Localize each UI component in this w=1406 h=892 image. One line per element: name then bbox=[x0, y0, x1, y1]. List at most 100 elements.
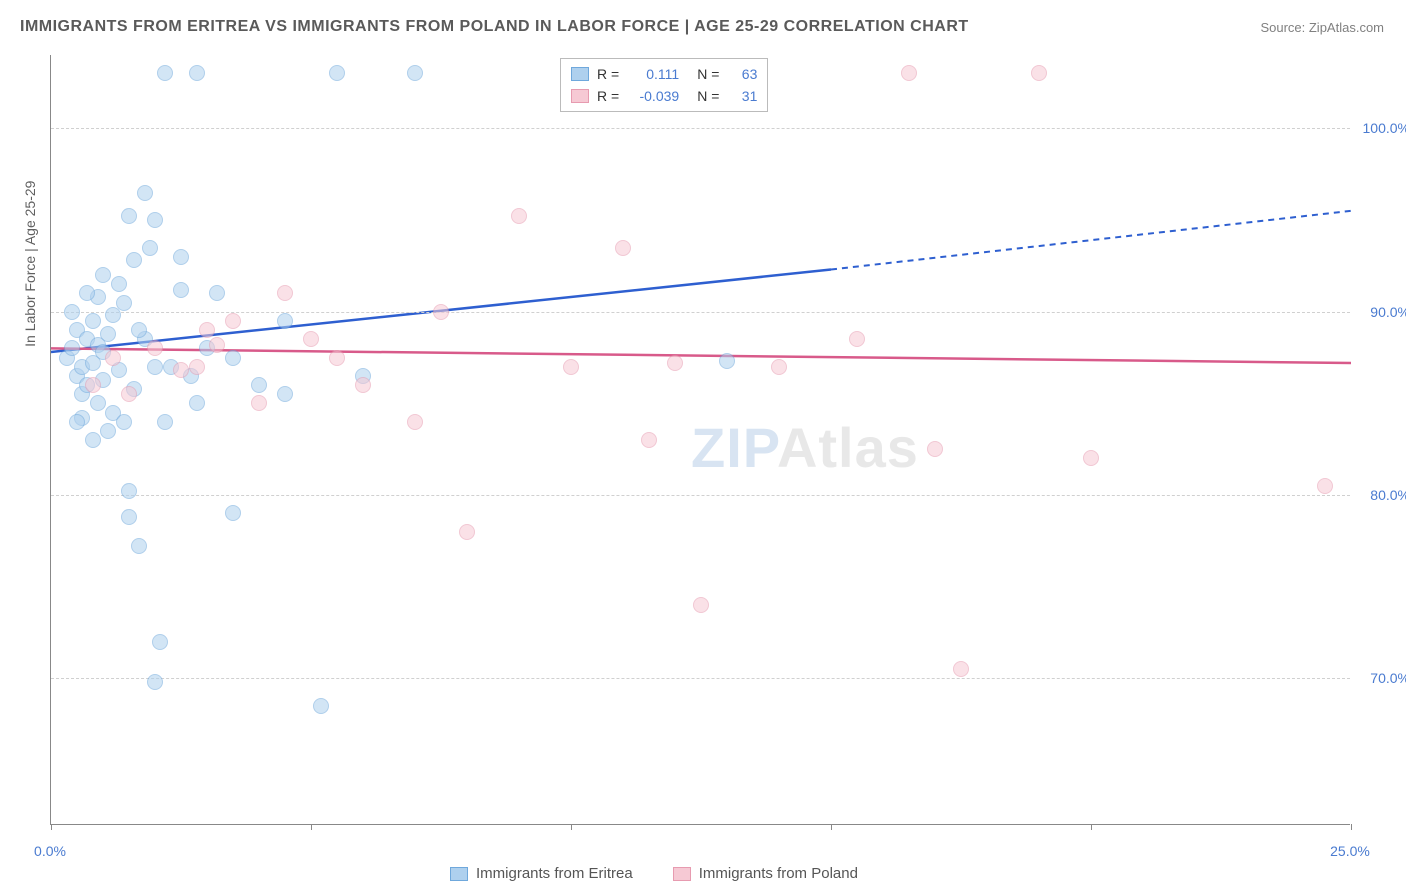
data-point bbox=[1083, 450, 1099, 466]
data-point bbox=[157, 414, 173, 430]
legend-stat-row: R = 0.111 N = 63 bbox=[571, 63, 757, 85]
data-point bbox=[563, 359, 579, 375]
data-point bbox=[199, 322, 215, 338]
legend-swatch bbox=[450, 867, 468, 881]
data-point bbox=[126, 252, 142, 268]
data-point bbox=[121, 208, 137, 224]
x-tick bbox=[831, 824, 832, 830]
watermark-zip: ZIP bbox=[691, 416, 777, 479]
gridline-h bbox=[51, 678, 1350, 679]
x-tick-label: 25.0% bbox=[1330, 843, 1370, 859]
data-point bbox=[64, 304, 80, 320]
y-tick-label: 90.0% bbox=[1355, 304, 1406, 320]
data-point bbox=[511, 208, 527, 224]
data-point bbox=[225, 313, 241, 329]
x-tick bbox=[1091, 824, 1092, 830]
legend-r-value: 0.111 bbox=[627, 63, 679, 85]
gridline-h bbox=[51, 495, 1350, 496]
legend-r-label: R = bbox=[597, 63, 619, 85]
y-tick-label: 80.0% bbox=[1355, 487, 1406, 503]
data-point bbox=[116, 414, 132, 430]
data-point bbox=[147, 340, 163, 356]
trend-lines bbox=[51, 55, 1351, 825]
data-point bbox=[225, 505, 241, 521]
legend-r-value: -0.039 bbox=[627, 85, 679, 107]
data-point bbox=[142, 240, 158, 256]
data-point bbox=[105, 307, 121, 323]
data-point bbox=[100, 423, 116, 439]
data-point bbox=[64, 340, 80, 356]
data-point bbox=[927, 441, 943, 457]
chart-title: IMMIGRANTS FROM ERITREA VS IMMIGRANTS FR… bbox=[20, 18, 969, 36]
data-point bbox=[693, 597, 709, 613]
data-point bbox=[147, 212, 163, 228]
x-tick bbox=[571, 824, 572, 830]
data-point bbox=[173, 362, 189, 378]
legend-stats: R = 0.111 N = 63R = -0.039 N = 31 bbox=[560, 58, 768, 112]
data-point bbox=[329, 65, 345, 81]
data-point bbox=[85, 313, 101, 329]
chart-container: IMMIGRANTS FROM ERITREA VS IMMIGRANTS FR… bbox=[0, 0, 1406, 892]
x-tick-label: 0.0% bbox=[34, 843, 66, 859]
data-point bbox=[251, 395, 267, 411]
data-point bbox=[79, 285, 95, 301]
data-point bbox=[719, 353, 735, 369]
y-tick-label: 70.0% bbox=[1355, 670, 1406, 686]
data-point bbox=[407, 414, 423, 430]
data-point bbox=[277, 313, 293, 329]
data-point bbox=[121, 483, 137, 499]
data-point bbox=[901, 65, 917, 81]
data-point bbox=[459, 524, 475, 540]
watermark-atlas: Atlas bbox=[777, 416, 919, 479]
data-point bbox=[111, 276, 127, 292]
data-point bbox=[641, 432, 657, 448]
data-point bbox=[849, 331, 865, 347]
data-point bbox=[131, 322, 147, 338]
gridline-h bbox=[51, 312, 1350, 313]
data-point bbox=[95, 267, 111, 283]
data-point bbox=[277, 285, 293, 301]
data-point bbox=[85, 377, 101, 393]
data-point bbox=[116, 295, 132, 311]
data-point bbox=[152, 634, 168, 650]
trend-line-solid bbox=[51, 348, 1351, 363]
legend-series-item: Immigrants from Poland bbox=[673, 865, 858, 882]
legend-n-value: 63 bbox=[727, 63, 757, 85]
legend-n-label: N = bbox=[697, 85, 719, 107]
x-tick bbox=[51, 824, 52, 830]
data-point bbox=[85, 432, 101, 448]
data-point bbox=[173, 249, 189, 265]
y-axis-label: In Labor Force | Age 25-29 bbox=[22, 181, 38, 347]
legend-series-label: Immigrants from Eritrea bbox=[476, 865, 633, 882]
y-tick-label: 100.0% bbox=[1355, 120, 1406, 136]
x-tick bbox=[1351, 824, 1352, 830]
data-point bbox=[69, 414, 85, 430]
legend-n-label: N = bbox=[697, 63, 719, 85]
legend-series: Immigrants from Eritrea Immigrants from P… bbox=[450, 865, 858, 882]
data-point bbox=[137, 185, 153, 201]
data-point bbox=[209, 285, 225, 301]
data-point bbox=[173, 282, 189, 298]
legend-series-label: Immigrants from Poland bbox=[699, 865, 858, 882]
data-point bbox=[121, 386, 137, 402]
data-point bbox=[209, 337, 225, 353]
plot-area: ZIPAtlas 70.0%80.0%90.0%100.0% bbox=[50, 55, 1350, 825]
legend-stat-row: R =-0.039N =31 bbox=[571, 85, 757, 107]
data-point bbox=[407, 65, 423, 81]
legend-swatch bbox=[571, 89, 589, 103]
data-point bbox=[277, 386, 293, 402]
data-point bbox=[189, 65, 205, 81]
gridline-h bbox=[51, 128, 1350, 129]
data-point bbox=[131, 538, 147, 554]
data-point bbox=[189, 359, 205, 375]
data-point bbox=[329, 350, 345, 366]
source-label: Source: ZipAtlas.com bbox=[1260, 20, 1384, 35]
data-point bbox=[355, 377, 371, 393]
data-point bbox=[90, 395, 106, 411]
legend-n-value: 31 bbox=[727, 85, 757, 107]
data-point bbox=[953, 661, 969, 677]
data-point bbox=[251, 377, 267, 393]
data-point bbox=[157, 65, 173, 81]
data-point bbox=[1317, 478, 1333, 494]
legend-series-item: Immigrants from Eritrea bbox=[450, 865, 633, 882]
